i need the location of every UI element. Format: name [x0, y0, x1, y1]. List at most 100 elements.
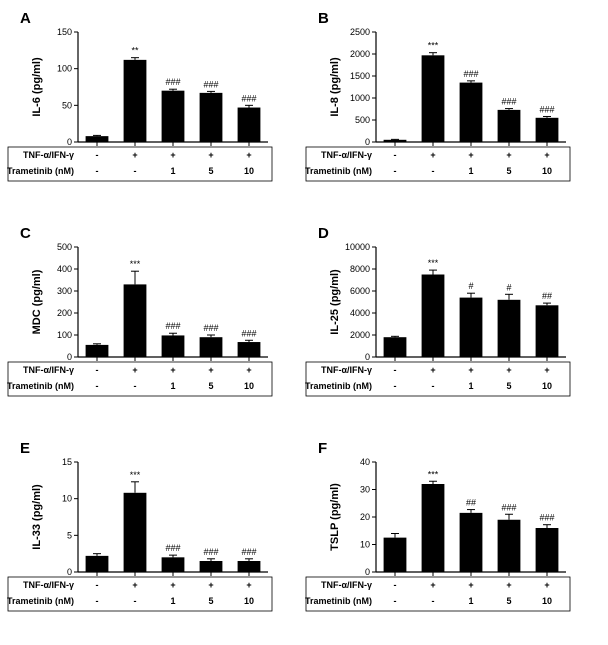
significance-marker: ### [165, 543, 180, 553]
y-tick-label: 150 [57, 27, 72, 37]
row1-val: + [170, 150, 175, 160]
bar [498, 300, 521, 357]
y-tick-label: 20 [360, 512, 370, 522]
y-tick-label: 2000 [350, 49, 370, 59]
row2-val: 10 [542, 596, 552, 606]
significance-marker: # [468, 281, 473, 291]
bar [536, 528, 559, 572]
row2-val: 1 [468, 166, 473, 176]
bar [124, 60, 147, 142]
panel-C: C0100200300400500MDC (pg/ml)***#########… [20, 225, 290, 425]
significance-marker: # [506, 282, 511, 292]
y-tick-label: 1000 [350, 93, 370, 103]
row2-label: Trametinib (nM) [7, 596, 74, 606]
significance-marker: *** [428, 469, 439, 479]
y-axis-label: IL-6 (pg/ml) [31, 57, 43, 117]
chart-E: 051015IL-33 (pg/ml)***#########TNF-α/IFN… [20, 440, 290, 640]
y-tick-label: 10 [62, 494, 72, 504]
significance-marker: ### [241, 93, 256, 103]
significance-marker: *** [428, 258, 439, 268]
significance-marker: ### [463, 69, 478, 79]
row2-val: 10 [244, 166, 254, 176]
y-tick-label: 0 [67, 137, 72, 147]
bar [422, 275, 445, 358]
chart-C: 0100200300400500MDC (pg/ml)***#########T… [20, 225, 290, 425]
y-tick-label: 15 [62, 457, 72, 467]
row1-label: TNF-α/IFN-γ [321, 150, 372, 160]
bar [238, 108, 261, 142]
row1-val: - [96, 150, 99, 160]
chart-B: 05001000150020002500IL-8 (pg/ml)***#####… [318, 10, 588, 210]
row1-val: + [208, 365, 213, 375]
row1-label: TNF-α/IFN-γ [23, 365, 74, 375]
bar [422, 55, 445, 142]
y-tick-label: 0 [365, 352, 370, 362]
significance-marker: ** [131, 46, 139, 56]
row1-val: + [468, 365, 473, 375]
y-tick-label: 500 [355, 115, 370, 125]
panel-B: B05001000150020002500IL-8 (pg/ml)***####… [318, 10, 588, 210]
bar [536, 305, 559, 357]
panel-letter: F [318, 440, 327, 457]
y-tick-label: 6000 [350, 286, 370, 296]
significance-marker: ### [165, 77, 180, 87]
bar [384, 337, 407, 357]
significance-marker: ### [203, 323, 218, 333]
bar [200, 93, 223, 142]
bar [384, 538, 407, 572]
bar [536, 118, 559, 142]
bar [86, 345, 109, 357]
y-tick-label: 50 [62, 100, 72, 110]
row1-val: + [246, 365, 251, 375]
bar [162, 91, 185, 142]
row1-val: + [170, 365, 175, 375]
row1-val: + [430, 580, 435, 590]
row2-label: Trametinib (nM) [7, 166, 74, 176]
bar [86, 556, 109, 572]
row1-val: + [468, 150, 473, 160]
y-axis-label: IL-25 (pg/ml) [329, 269, 341, 335]
row2-val: - [96, 381, 99, 391]
bar [124, 284, 147, 357]
row2-label: Trametinib (nM) [305, 381, 372, 391]
row1-val: - [96, 365, 99, 375]
row2-val: 10 [542, 166, 552, 176]
y-tick-label: 10000 [345, 242, 370, 252]
row2-val: 10 [542, 381, 552, 391]
row2-val: - [432, 166, 435, 176]
row1-val: + [506, 150, 511, 160]
significance-marker: *** [130, 259, 141, 269]
bar [460, 513, 483, 572]
bar [384, 140, 407, 142]
row2-val: - [432, 596, 435, 606]
y-axis-label: MDC (pg/ml) [31, 269, 43, 334]
row2-val: - [96, 166, 99, 176]
y-tick-label: 100 [57, 330, 72, 340]
row2-val: 5 [208, 166, 213, 176]
row1-val: + [430, 150, 435, 160]
row1-val: - [96, 580, 99, 590]
bar [498, 110, 521, 142]
row2-val: 5 [506, 166, 511, 176]
row1-label: TNF-α/IFN-γ [321, 580, 372, 590]
bar [162, 557, 185, 572]
significance-marker: ## [466, 498, 476, 508]
y-tick-label: 10 [360, 540, 370, 550]
significance-marker: ### [539, 513, 554, 523]
y-tick-label: 100 [57, 64, 72, 74]
bar [238, 561, 261, 572]
row2-val: - [394, 381, 397, 391]
y-tick-label: 300 [57, 286, 72, 296]
chart-D: 0200040006000800010000IL-25 (pg/ml)***##… [318, 225, 588, 425]
row1-val: + [430, 365, 435, 375]
row1-val: + [132, 150, 137, 160]
significance-marker: *** [428, 41, 439, 51]
row2-val: 10 [244, 381, 254, 391]
row2-val: 10 [244, 596, 254, 606]
row1-val: - [394, 150, 397, 160]
significance-marker: ## [542, 291, 552, 301]
bar [200, 561, 223, 572]
row2-label: Trametinib (nM) [7, 381, 74, 391]
significance-marker: ### [241, 547, 256, 557]
row1-val: + [506, 365, 511, 375]
